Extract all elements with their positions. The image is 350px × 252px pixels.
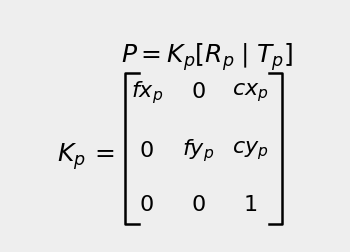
Text: $fy_p$: $fy_p$ [182,137,215,164]
Text: $0$: $0$ [191,195,206,215]
Text: $0$: $0$ [191,82,206,102]
Text: $0$: $0$ [139,141,154,161]
Text: $fx_p$: $fx_p$ [131,79,163,106]
Text: $1$: $1$ [243,195,257,215]
Text: $K_p\,=$: $K_p\,=$ [57,141,115,172]
Text: $P = K_p[R_p \mid T_p]$: $P = K_p[R_p \mid T_p]$ [121,42,292,73]
Text: $cx_p$: $cx_p$ [232,81,268,104]
Text: $cy_p$: $cy_p$ [232,139,268,162]
Text: $0$: $0$ [139,195,154,215]
